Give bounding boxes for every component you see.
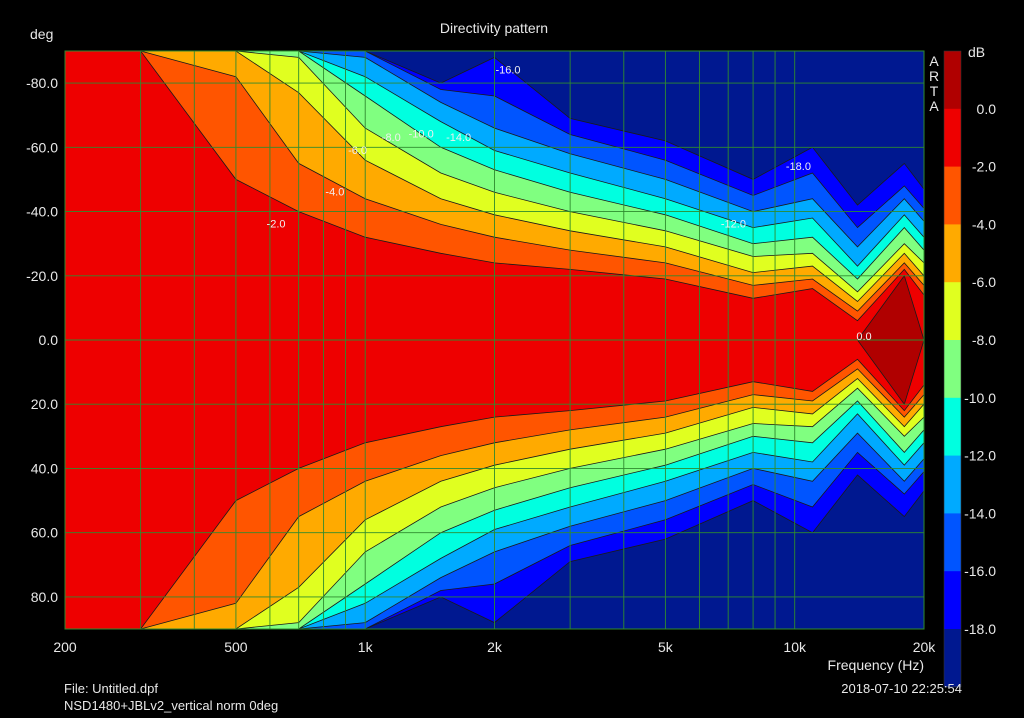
colorbar-tick-label: -16.0: [964, 563, 996, 579]
colorbar-swatch: [944, 455, 961, 514]
contour-label-layer: -16.0 -14.0 -10.0 -8.0 -6.0 -4.0 -2.0 -12.0 -18.…: [267, 64, 872, 343]
colorbar-swatch: [944, 629, 961, 688]
colorbar-tick-label: -8.0: [972, 332, 996, 348]
y-tick-label: -20.0: [26, 268, 58, 284]
contour-label: -14.0: [446, 132, 471, 144]
y-axis-ticks: -80.0 -60.0 -40.0 -20.0 0.0 20.0 40.0 60.0 80.0: [26, 75, 58, 605]
footer-file: File: Untitled.dpf: [64, 681, 158, 696]
footer-measurement: NSD1480+JBLv2_vertical norm 0deg: [64, 698, 278, 713]
colorbar-tick-label: -4.0: [972, 216, 996, 232]
colorbar-tick-label: -2.0: [972, 159, 996, 175]
contour-label: -16.0: [495, 64, 520, 76]
contour-label: -10.0: [409, 129, 434, 141]
colorbar-swatch: [944, 166, 961, 225]
colorbar-swatch: [944, 397, 961, 457]
colorbar-swatch: [944, 571, 961, 630]
colorbar-swatch: [944, 340, 961, 399]
colorbar-tick-label: -18.0: [964, 621, 996, 637]
colorbar-swatch: [944, 51, 961, 110]
x-axis-label: Frequency (Hz): [828, 657, 924, 673]
x-tick-label: 200: [53, 639, 77, 655]
x-axis-ticks: 200 500 1k 2k 5k 10k 20k: [53, 639, 936, 655]
y-tick-label: -80.0: [26, 75, 58, 91]
contour-label: -8.0: [382, 132, 401, 144]
y-tick-label: -40.0: [26, 204, 58, 220]
contour-label: -4.0: [325, 187, 344, 199]
y-tick-label: -60.0: [26, 139, 58, 155]
colorbar-swatch: [944, 513, 961, 572]
grid-layer: [64, 50, 925, 630]
contour-label: -6.0: [348, 145, 367, 157]
contour-label: -18.0: [786, 161, 811, 173]
x-tick-label: 500: [224, 639, 248, 655]
x-tick-label: 1k: [358, 639, 374, 655]
contour-label: 0.0: [856, 331, 871, 343]
contour-label: -2.0: [267, 219, 286, 231]
x-tick-label: 2k: [487, 639, 503, 655]
footer-timestamp: 2018-07-10 22:25:54: [841, 681, 962, 696]
x-tick-label: 10k: [783, 639, 807, 655]
colorbar-label: dB: [968, 44, 985, 60]
x-tick-label: 5k: [658, 639, 674, 655]
colorbar-tick-label: -12.0: [964, 448, 996, 464]
colorbar-tick-label: -6.0: [972, 274, 996, 290]
y-tick-label: 60.0: [31, 525, 58, 541]
colorbar-tick-label: 0.0: [977, 101, 997, 117]
colorbar-frame: [943, 50, 962, 688]
colorbar: 0.0 -2.0 -4.0 -6.0 -8.0 -10.0 -12.0 -14.0 -16.0 -…: [943, 50, 997, 688]
y-tick-label: 80.0: [31, 589, 58, 605]
y-tick-label: 0.0: [39, 332, 59, 348]
y-tick-label: 40.0: [31, 460, 58, 476]
x-tick-label: 20k: [913, 639, 937, 655]
colorbar-swatch: [944, 282, 961, 341]
colorbar-swatch: [944, 108, 961, 168]
plot-frame: [64, 50, 925, 630]
chart-title: Directivity pattern: [440, 20, 548, 36]
colorbar-tick-label: -10.0: [964, 390, 996, 406]
colorbar-tick-label: -14.0: [964, 505, 996, 521]
contour-label: -12.0: [721, 219, 746, 231]
y-tick-label: 20.0: [31, 396, 58, 412]
colorbar-swatch: [944, 224, 961, 283]
y-axis-label: deg: [30, 26, 53, 42]
